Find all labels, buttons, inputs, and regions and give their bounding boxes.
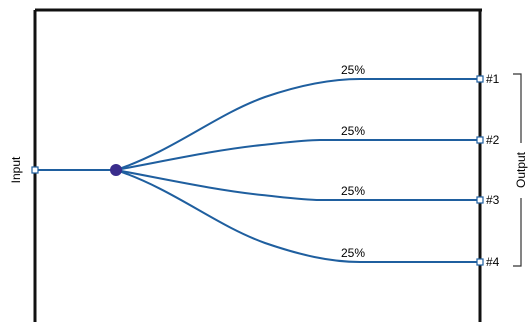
output-port-3 (476, 196, 484, 204)
input-axis-label: Input (9, 156, 23, 183)
splitter-node (110, 164, 122, 176)
output-port-1 (476, 75, 484, 83)
percent-label-1: 25% (341, 63, 365, 77)
output-label-3: #3 (486, 193, 500, 207)
branch-line-2 (115, 139, 479, 171)
percent-label-4: 25% (341, 246, 365, 260)
output-label-4: #4 (486, 255, 500, 269)
percent-label-2: 25% (341, 124, 365, 138)
input-port (31, 166, 39, 174)
output-port-2 (476, 136, 484, 144)
output-port-4 (476, 258, 484, 266)
branch-line-4 (115, 169, 479, 263)
output-bracket (513, 73, 522, 267)
branch-line-3 (115, 169, 479, 201)
branch-line-1 (115, 78, 479, 171)
output-label-2: #2 (486, 133, 500, 147)
output-axis-label: Output (514, 151, 528, 188)
output-label-1: #1 (486, 72, 500, 86)
percent-label-3: 25% (341, 184, 365, 198)
